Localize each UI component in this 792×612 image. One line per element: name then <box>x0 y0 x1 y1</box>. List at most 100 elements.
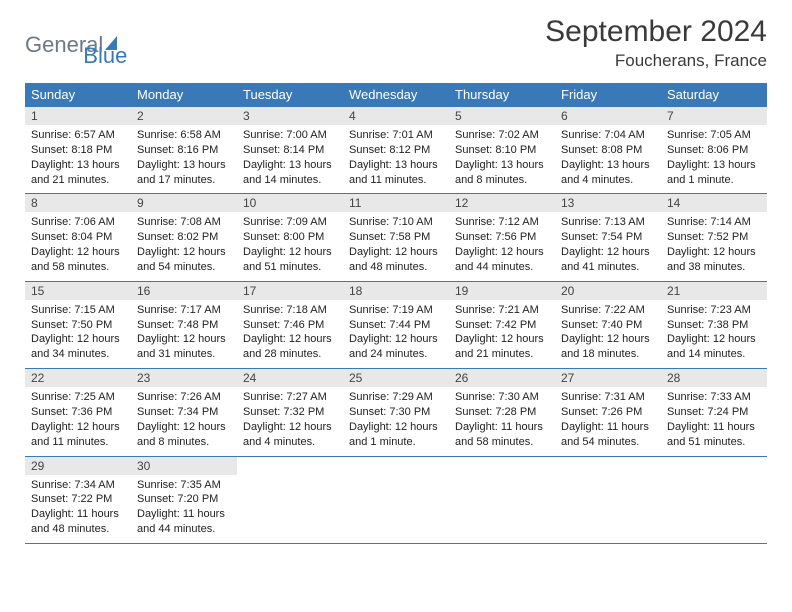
daylight-line: Daylight: 12 hours and 18 minutes. <box>561 332 655 362</box>
day-number-cell: 6 <box>555 107 661 126</box>
sunset-line: Sunset: 8:04 PM <box>31 230 125 245</box>
day-number-cell: 12 <box>449 194 555 213</box>
sunrise-line: Sunrise: 7:15 AM <box>31 303 125 318</box>
day-header: Saturday <box>661 83 767 107</box>
sunrise-line: Sunrise: 7:27 AM <box>243 390 337 405</box>
daylight-line: Daylight: 12 hours and 28 minutes. <box>243 332 337 362</box>
day-info-cell: Sunrise: 7:06 AMSunset: 8:04 PMDaylight:… <box>25 212 131 281</box>
day-info-cell: Sunrise: 7:30 AMSunset: 7:28 PMDaylight:… <box>449 387 555 456</box>
day-number-row: 2930 <box>25 456 767 475</box>
sunrise-line: Sunrise: 7:05 AM <box>667 128 761 143</box>
day-number-cell: 28 <box>661 369 767 388</box>
sunset-line: Sunset: 7:32 PM <box>243 405 337 420</box>
daylight-line: Daylight: 12 hours and 44 minutes. <box>455 245 549 275</box>
day-number-cell: 17 <box>237 281 343 300</box>
day-info-cell: Sunrise: 7:22 AMSunset: 7:40 PMDaylight:… <box>555 300 661 369</box>
day-number-cell: 2 <box>131 107 237 126</box>
daylight-line: Daylight: 12 hours and 38 minutes. <box>667 245 761 275</box>
daylight-line: Daylight: 13 hours and 4 minutes. <box>561 158 655 188</box>
sunset-line: Sunset: 7:40 PM <box>561 318 655 333</box>
daylight-line: Daylight: 12 hours and 51 minutes. <box>243 245 337 275</box>
daylight-line: Daylight: 12 hours and 8 minutes. <box>137 420 231 450</box>
day-info-cell: Sunrise: 7:18 AMSunset: 7:46 PMDaylight:… <box>237 300 343 369</box>
daylight-line: Daylight: 12 hours and 11 minutes. <box>31 420 125 450</box>
sunrise-line: Sunrise: 7:06 AM <box>31 215 125 230</box>
day-info-cell: Sunrise: 7:04 AMSunset: 8:08 PMDaylight:… <box>555 125 661 194</box>
day-number-cell: 14 <box>661 194 767 213</box>
day-info-cell: Sunrise: 7:01 AMSunset: 8:12 PMDaylight:… <box>343 125 449 194</box>
sunrise-line: Sunrise: 7:09 AM <box>243 215 337 230</box>
day-number-cell: 7 <box>661 107 767 126</box>
daylight-line: Daylight: 11 hours and 58 minutes. <box>455 420 549 450</box>
daylight-line: Daylight: 11 hours and 51 minutes. <box>667 420 761 450</box>
sunset-line: Sunset: 7:20 PM <box>137 492 231 507</box>
day-info-cell: Sunrise: 7:21 AMSunset: 7:42 PMDaylight:… <box>449 300 555 369</box>
day-number-cell <box>449 456 555 475</box>
day-number-cell <box>555 456 661 475</box>
day-number-cell: 3 <box>237 107 343 126</box>
day-number-cell: 9 <box>131 194 237 213</box>
day-header: Sunday <box>25 83 131 107</box>
day-info-cell: Sunrise: 7:15 AMSunset: 7:50 PMDaylight:… <box>25 300 131 369</box>
sunrise-line: Sunrise: 6:58 AM <box>137 128 231 143</box>
sunrise-line: Sunrise: 7:25 AM <box>31 390 125 405</box>
sunrise-line: Sunrise: 7:26 AM <box>137 390 231 405</box>
sunset-line: Sunset: 8:08 PM <box>561 143 655 158</box>
sunrise-line: Sunrise: 7:22 AM <box>561 303 655 318</box>
sunset-line: Sunset: 7:38 PM <box>667 318 761 333</box>
day-info-cell: Sunrise: 7:02 AMSunset: 8:10 PMDaylight:… <box>449 125 555 194</box>
day-number-cell: 15 <box>25 281 131 300</box>
sunset-line: Sunset: 8:06 PM <box>667 143 761 158</box>
daylight-line: Daylight: 12 hours and 54 minutes. <box>137 245 231 275</box>
sunset-line: Sunset: 7:22 PM <box>31 492 125 507</box>
daylight-line: Daylight: 13 hours and 1 minute. <box>667 158 761 188</box>
day-info-cell: Sunrise: 7:26 AMSunset: 7:34 PMDaylight:… <box>131 387 237 456</box>
day-number-cell: 30 <box>131 456 237 475</box>
sunset-line: Sunset: 8:18 PM <box>31 143 125 158</box>
day-number-cell: 13 <box>555 194 661 213</box>
day-number-cell: 20 <box>555 281 661 300</box>
calendar-body: 1234567Sunrise: 6:57 AMSunset: 8:18 PMDa… <box>25 107 767 544</box>
day-info-cell: Sunrise: 7:25 AMSunset: 7:36 PMDaylight:… <box>25 387 131 456</box>
daylight-line: Daylight: 11 hours and 48 minutes. <box>31 507 125 537</box>
sunset-line: Sunset: 7:52 PM <box>667 230 761 245</box>
sunrise-line: Sunrise: 7:02 AM <box>455 128 549 143</box>
sunrise-line: Sunrise: 7:01 AM <box>349 128 443 143</box>
sunset-line: Sunset: 7:44 PM <box>349 318 443 333</box>
daylight-line: Daylight: 12 hours and 14 minutes. <box>667 332 761 362</box>
sunset-line: Sunset: 7:26 PM <box>561 405 655 420</box>
daylight-line: Daylight: 13 hours and 8 minutes. <box>455 158 549 188</box>
sunrise-line: Sunrise: 7:18 AM <box>243 303 337 318</box>
sunrise-line: Sunrise: 7:00 AM <box>243 128 337 143</box>
day-info-cell <box>449 475 555 544</box>
sunrise-line: Sunrise: 7:17 AM <box>137 303 231 318</box>
sunset-line: Sunset: 8:00 PM <box>243 230 337 245</box>
sunset-line: Sunset: 7:36 PM <box>31 405 125 420</box>
day-info-cell: Sunrise: 7:14 AMSunset: 7:52 PMDaylight:… <box>661 212 767 281</box>
day-info-cell: Sunrise: 7:34 AMSunset: 7:22 PMDaylight:… <box>25 475 131 544</box>
day-of-week-row: SundayMondayTuesdayWednesdayThursdayFrid… <box>25 83 767 107</box>
day-number-cell: 24 <box>237 369 343 388</box>
daylight-line: Daylight: 13 hours and 14 minutes. <box>243 158 337 188</box>
sunrise-line: Sunrise: 7:14 AM <box>667 215 761 230</box>
day-number-cell <box>237 456 343 475</box>
day-number-cell: 29 <box>25 456 131 475</box>
day-info-cell: Sunrise: 7:27 AMSunset: 7:32 PMDaylight:… <box>237 387 343 456</box>
day-number-cell: 8 <box>25 194 131 213</box>
day-info-cell <box>661 475 767 544</box>
day-info-cell: Sunrise: 7:12 AMSunset: 7:56 PMDaylight:… <box>449 212 555 281</box>
day-number-row: 15161718192021 <box>25 281 767 300</box>
daylight-line: Daylight: 12 hours and 1 minute. <box>349 420 443 450</box>
day-number-cell: 11 <box>343 194 449 213</box>
sunset-line: Sunset: 7:54 PM <box>561 230 655 245</box>
day-info-cell <box>343 475 449 544</box>
day-number-cell: 22 <box>25 369 131 388</box>
day-info-cell: Sunrise: 7:05 AMSunset: 8:06 PMDaylight:… <box>661 125 767 194</box>
daylight-line: Daylight: 13 hours and 21 minutes. <box>31 158 125 188</box>
day-info-row: Sunrise: 7:06 AMSunset: 8:04 PM Daylight:… <box>25 212 767 281</box>
day-info-row: Sunrise: 6:57 AMSunset: 8:18 PMDaylight:… <box>25 125 767 194</box>
daylight-line: Daylight: 12 hours and 48 minutes. <box>349 245 443 275</box>
day-info-cell: Sunrise: 7:31 AMSunset: 7:26 PMDaylight:… <box>555 387 661 456</box>
sunset-line: Sunset: 7:58 PM <box>349 230 443 245</box>
sunset-line: Sunset: 8:12 PM <box>349 143 443 158</box>
